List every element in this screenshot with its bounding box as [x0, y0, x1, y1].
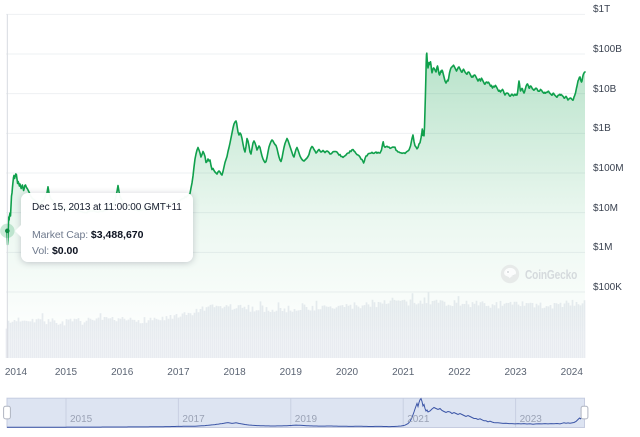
- coingecko-logo-icon: [500, 264, 520, 284]
- y-axis-label: $1M: [593, 242, 613, 254]
- tooltip-rows: Market Cap: $3,488,670 Vol: $0.00: [32, 228, 183, 259]
- navigator-year-label: 2017: [182, 414, 205, 425]
- y-axis-label: $1B: [593, 123, 611, 135]
- market-cap-area: [6, 53, 586, 358]
- x-axis-label: 2020: [335, 367, 359, 378]
- x-axis-label: 2019: [279, 367, 302, 378]
- x-axis-label: 2021: [392, 367, 415, 378]
- tooltip-market-cap-value: $3,488,670: [90, 229, 144, 241]
- navigator-series-line: [7, 397, 585, 428]
- crosshair: [0, 14, 15, 358]
- x-axis-label: 2023: [504, 367, 527, 378]
- hovered-point-marker[interactable]: [5, 228, 10, 234]
- navigator-mask[interactable]: [7, 398, 585, 428]
- x-axis-label: 2015: [54, 367, 78, 378]
- x-axis-label: 2017: [167, 367, 190, 378]
- tooltip-market-cap-label: Market Cap:: [32, 229, 89, 241]
- chart-tooltip: Dec 15, 2013 at 11:00:00 GMT+11 Market C…: [15, 193, 193, 262]
- x-axis-label: 2022: [448, 367, 471, 378]
- coingecko-watermark: CoinGecko: [500, 264, 592, 284]
- navigator-left-handle[interactable]: [3, 405, 11, 420]
- navigator-year-label: 2021: [407, 414, 430, 425]
- tooltip-volume-label: Vol:: [32, 244, 50, 257]
- y-axis-label: $10B: [593, 83, 617, 95]
- y-axis-label: $100K: [593, 282, 622, 294]
- watermark-text: CoinGecko: [525, 266, 578, 282]
- x-axis-label: 2018: [223, 367, 246, 378]
- navigator-year-label: 2015: [70, 414, 93, 425]
- tooltip-volume-value: $0.00: [51, 244, 79, 257]
- tooltip-date: Dec 15, 2013 at 11:00:00 GMT+11: [32, 202, 182, 213]
- tooltip-volume-row: Vol: $0.00: [32, 244, 183, 260]
- x-axis-label: 2024: [560, 367, 583, 378]
- y-axis-label: $100B: [593, 44, 622, 55]
- x-axis-label: 2014: [4, 367, 28, 378]
- navigator-year-label: 2019: [294, 414, 318, 425]
- y-axis-label: $1T: [593, 4, 611, 16]
- x-axis-label: 2016: [111, 367, 134, 378]
- market-cap-line: [6, 52, 586, 246]
- market-cap-series: [6, 52, 586, 358]
- tooltip-market-cap-row: Market Cap: $3,488,670: [32, 228, 183, 244]
- y-axis-label: $100M: [593, 163, 624, 174]
- y-axis-label: $10M: [593, 202, 619, 214]
- navigator-year-label: 2023: [519, 414, 542, 425]
- navigator[interactable]: [3, 397, 589, 429]
- navigator-right-handle[interactable]: [580, 405, 589, 420]
